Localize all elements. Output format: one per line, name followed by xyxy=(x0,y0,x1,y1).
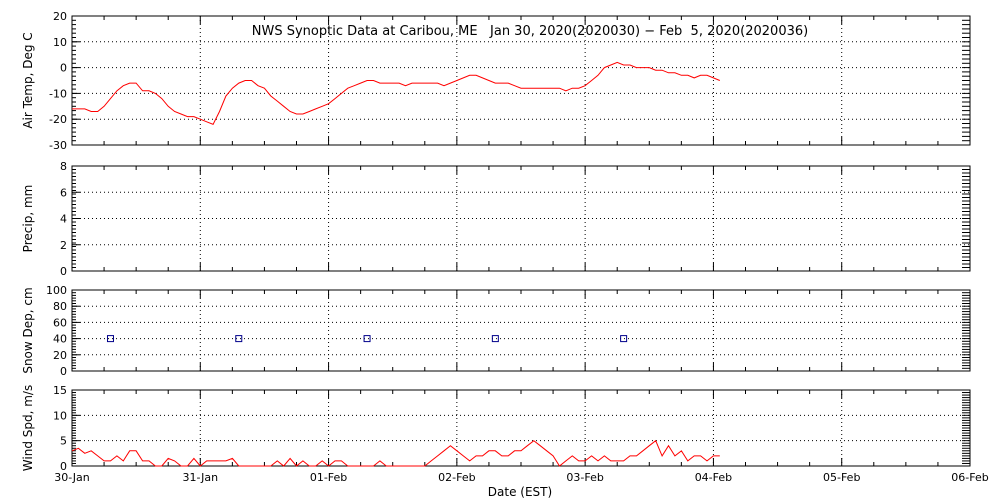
data-point-snow-depth xyxy=(620,335,628,343)
x-tick-label: 05-Feb xyxy=(823,471,860,484)
y-axis-label: Snow Dep, cm xyxy=(21,287,35,373)
y-tick-label: 8 xyxy=(60,160,67,173)
y-axis-label: Air Temp, Deg C xyxy=(21,32,35,128)
y-tick-label: 0 xyxy=(60,265,67,278)
y-tick-label: 0 xyxy=(60,365,67,378)
y-tick-label: 10 xyxy=(53,36,67,49)
y-tick-label: 2 xyxy=(60,239,67,252)
y-tick-label: 15 xyxy=(53,384,67,397)
data-point-snow-depth xyxy=(235,335,243,343)
panel-frame xyxy=(71,289,971,372)
y-tick-label: -20 xyxy=(49,113,67,126)
y-axis-label: Wind Spd, m/s xyxy=(21,385,35,471)
panel-snow-depth: 100 80 60 40 20 0 Snow Dep, cm xyxy=(21,284,971,378)
panel-frame xyxy=(71,389,971,467)
chart-title: NWS Synoptic Data at Caribou, ME Jan 30,… xyxy=(252,24,808,39)
y-tick-label: 20 xyxy=(53,10,67,23)
y-tick-label: 100 xyxy=(46,284,67,297)
data-point-snow-depth xyxy=(106,335,114,343)
series-line-wind-speed xyxy=(71,439,720,467)
y-tick-label: 80 xyxy=(53,300,67,313)
panel-air-temp: 20 10 0 -10 -20 -30 Air Temp, Deg C xyxy=(21,10,971,152)
series-line-air-temp xyxy=(72,61,720,126)
x-axis-label: Date (EST) xyxy=(488,485,552,499)
x-tick-label: 31-Jan xyxy=(183,471,219,484)
y-tick-label: 0 xyxy=(60,62,67,75)
y-axis-label: Precip, mm xyxy=(21,185,35,253)
y-tick-label: -30 xyxy=(49,139,67,152)
y-tick-label: 10 xyxy=(53,409,67,422)
x-tick-label: 01-Feb xyxy=(310,471,347,484)
y-tick-label: 6 xyxy=(60,186,67,199)
y-tick-label: 40 xyxy=(53,333,67,346)
x-tick-label: 30-Jan xyxy=(54,471,90,484)
y-tick-label: 0 xyxy=(60,460,67,473)
data-point-snow-depth xyxy=(363,335,371,343)
y-tick-label: -10 xyxy=(49,87,67,100)
data-point-snow-depth xyxy=(491,335,499,343)
y-tick-label: 20 xyxy=(53,349,67,362)
x-tick-label: 02-Feb xyxy=(438,471,475,484)
x-tick-label: 03-Feb xyxy=(566,471,603,484)
panel-precip: 8 6 4 2 0 Precip, mm xyxy=(21,160,971,278)
y-tick-label: 4 xyxy=(60,213,67,226)
y-tick-label: 5 xyxy=(60,435,67,448)
panel-wind-speed: 15 10 5 0 Wind Spd, m/s xyxy=(21,384,971,473)
y-tick-label: 60 xyxy=(53,316,67,329)
x-tick-label: 04-Feb xyxy=(695,471,732,484)
x-tick-label: 06-Feb xyxy=(951,471,988,484)
